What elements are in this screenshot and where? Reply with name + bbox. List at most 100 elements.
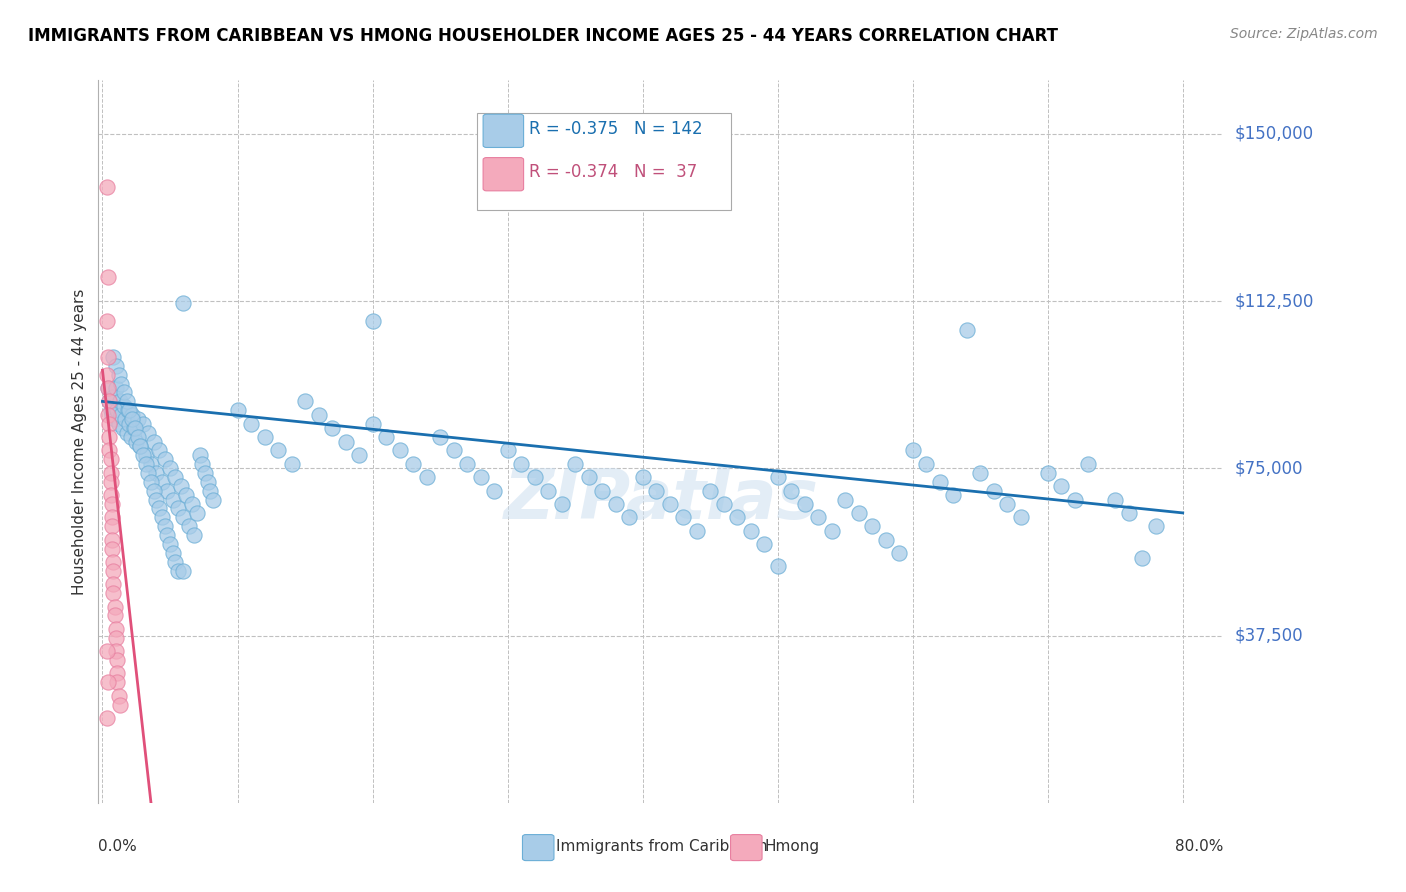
Point (388, 443, 411, 458)
Point (253, 430, 276, 444)
Point (658, 497, 681, 511)
Text: $150,000: $150,000 (1234, 125, 1313, 143)
Point (645, 483, 668, 498)
Y-axis label: Householder Income Ages 25 - 44 years: Householder Income Ages 25 - 44 years (72, 288, 87, 595)
Point (995, 497, 1018, 511)
Point (101, 519, 124, 533)
Point (156, 483, 179, 498)
Point (139, 475, 162, 489)
Point (956, 323, 979, 337)
Point (180, 497, 202, 511)
Text: $37,500: $37,500 (1234, 626, 1303, 645)
Point (901, 443, 924, 458)
Point (124, 421, 146, 435)
Point (793, 497, 815, 511)
Point (537, 483, 560, 498)
Point (98, 430, 121, 444)
Point (347, 448, 370, 462)
Point (699, 483, 721, 498)
Point (127, 430, 149, 444)
Point (510, 457, 533, 471)
Point (170, 479, 193, 493)
Text: R = -0.375   N = 142: R = -0.375 N = 142 (529, 120, 703, 137)
Text: Hmong: Hmong (765, 838, 820, 854)
Point (138, 466, 160, 480)
FancyBboxPatch shape (731, 835, 762, 861)
Point (100, 466, 122, 480)
Point (108, 394, 131, 409)
Point (942, 488, 965, 502)
Point (1010, 510, 1032, 524)
Point (162, 492, 184, 507)
Point (1118, 506, 1140, 520)
Point (145, 492, 167, 507)
Point (96, 180, 118, 194)
Point (100, 403, 122, 417)
Text: R = -0.374   N =  37: R = -0.374 N = 37 (529, 163, 697, 181)
Point (156, 528, 179, 542)
Point (120, 430, 142, 444)
Point (100, 488, 122, 502)
FancyBboxPatch shape (484, 114, 523, 147)
Point (96, 314, 118, 328)
Point (129, 439, 152, 453)
Point (820, 524, 842, 538)
Point (100, 452, 122, 467)
Point (118, 403, 141, 417)
Point (105, 653, 128, 667)
Point (127, 412, 149, 426)
Point (361, 314, 384, 328)
Point (617, 510, 640, 524)
Point (482, 483, 505, 498)
Point (132, 417, 155, 431)
Point (104, 599, 127, 614)
Point (335, 434, 357, 449)
Point (162, 546, 184, 560)
Point (173, 296, 195, 310)
FancyBboxPatch shape (484, 158, 523, 191)
Point (308, 408, 330, 422)
Point (226, 403, 249, 417)
Point (969, 466, 991, 480)
Point (122, 421, 145, 435)
Point (470, 470, 492, 484)
Point (148, 501, 170, 516)
Point (142, 483, 165, 498)
Point (105, 675, 128, 690)
Point (159, 537, 181, 551)
Point (1130, 550, 1153, 565)
Point (104, 359, 127, 373)
Point (550, 497, 572, 511)
Point (194, 466, 217, 480)
Point (98, 443, 121, 458)
Point (103, 390, 125, 404)
Point (780, 483, 803, 498)
Point (138, 425, 160, 440)
Text: IMMIGRANTS FROM CARIBBEAN VS HMONG HOUSEHOLDER INCOME AGES 25 - 44 YEARS CORRELA: IMMIGRANTS FROM CARIBBEAN VS HMONG HOUSE… (28, 27, 1059, 45)
Point (100, 475, 122, 489)
Point (112, 385, 135, 400)
Point (110, 376, 132, 391)
Point (98, 394, 121, 409)
Point (153, 452, 176, 467)
Point (173, 564, 195, 578)
Point (104, 631, 127, 645)
Text: 80.0%: 80.0% (1175, 838, 1223, 854)
Point (139, 457, 162, 471)
Point (375, 430, 398, 444)
Point (766, 559, 789, 574)
Point (148, 443, 170, 458)
Point (672, 510, 695, 524)
Point (101, 533, 124, 547)
Point (114, 412, 136, 426)
Point (97, 350, 120, 364)
Point (97, 381, 120, 395)
Point (188, 448, 211, 462)
Point (605, 497, 627, 511)
Point (105, 666, 128, 681)
Point (135, 448, 157, 462)
Point (142, 434, 165, 449)
Point (104, 622, 127, 636)
Point (150, 510, 173, 524)
Text: ZIPatlas: ZIPatlas (503, 466, 818, 533)
